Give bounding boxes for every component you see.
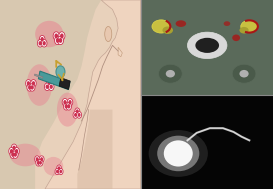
Circle shape: [59, 38, 62, 43]
Circle shape: [31, 80, 36, 87]
Circle shape: [59, 32, 65, 40]
Circle shape: [55, 168, 60, 175]
Ellipse shape: [27, 64, 52, 106]
Circle shape: [57, 36, 64, 45]
Ellipse shape: [239, 27, 249, 34]
Circle shape: [37, 40, 43, 47]
Ellipse shape: [164, 140, 193, 167]
Polygon shape: [77, 110, 112, 189]
Circle shape: [59, 170, 62, 173]
Ellipse shape: [241, 20, 258, 33]
Circle shape: [14, 147, 19, 155]
Circle shape: [66, 103, 72, 110]
Polygon shape: [35, 0, 141, 189]
Ellipse shape: [159, 64, 182, 83]
Circle shape: [56, 38, 60, 43]
Circle shape: [54, 33, 58, 38]
Circle shape: [39, 36, 45, 43]
Circle shape: [57, 165, 61, 171]
Polygon shape: [38, 71, 70, 90]
Circle shape: [11, 152, 14, 157]
Ellipse shape: [232, 64, 256, 83]
Circle shape: [28, 85, 31, 90]
Circle shape: [53, 32, 59, 40]
Circle shape: [67, 104, 70, 108]
Polygon shape: [59, 78, 70, 89]
Circle shape: [73, 112, 78, 118]
Circle shape: [63, 103, 69, 110]
Circle shape: [67, 98, 73, 106]
Ellipse shape: [166, 70, 175, 77]
Circle shape: [37, 161, 40, 165]
Ellipse shape: [157, 136, 199, 171]
Circle shape: [12, 146, 16, 150]
Circle shape: [10, 149, 13, 153]
Circle shape: [14, 152, 17, 157]
Circle shape: [11, 144, 17, 152]
Circle shape: [74, 113, 77, 117]
Circle shape: [29, 84, 35, 91]
Circle shape: [9, 147, 14, 155]
Circle shape: [40, 157, 43, 161]
Ellipse shape: [162, 26, 173, 34]
Ellipse shape: [10, 144, 41, 166]
Circle shape: [35, 156, 40, 163]
Ellipse shape: [188, 32, 227, 59]
Circle shape: [68, 100, 72, 105]
Circle shape: [44, 83, 50, 91]
Circle shape: [27, 81, 30, 86]
Circle shape: [38, 41, 42, 46]
Ellipse shape: [232, 35, 240, 41]
Circle shape: [31, 85, 34, 90]
Ellipse shape: [35, 21, 63, 47]
Circle shape: [48, 81, 51, 85]
Circle shape: [60, 33, 64, 38]
Circle shape: [46, 79, 52, 86]
Ellipse shape: [105, 26, 112, 42]
Circle shape: [50, 84, 53, 89]
Circle shape: [26, 80, 31, 87]
Circle shape: [56, 170, 59, 173]
Circle shape: [76, 109, 79, 113]
Circle shape: [63, 100, 67, 105]
Ellipse shape: [176, 20, 186, 27]
Ellipse shape: [149, 130, 208, 177]
Circle shape: [58, 168, 63, 175]
Circle shape: [13, 151, 18, 158]
Circle shape: [32, 81, 35, 86]
Polygon shape: [34, 74, 43, 78]
Polygon shape: [118, 47, 122, 57]
Circle shape: [10, 151, 16, 158]
Circle shape: [43, 41, 46, 46]
Circle shape: [58, 166, 60, 170]
Circle shape: [15, 149, 18, 153]
Circle shape: [46, 84, 49, 89]
Ellipse shape: [57, 93, 78, 127]
Circle shape: [27, 84, 32, 91]
Circle shape: [38, 160, 43, 166]
Circle shape: [41, 40, 47, 47]
Circle shape: [56, 66, 65, 78]
Polygon shape: [45, 0, 141, 189]
Circle shape: [77, 112, 82, 118]
Circle shape: [39, 156, 44, 163]
Circle shape: [36, 160, 41, 166]
Ellipse shape: [195, 38, 219, 53]
Circle shape: [78, 113, 81, 117]
Ellipse shape: [152, 20, 170, 33]
Circle shape: [39, 161, 42, 165]
Circle shape: [40, 37, 44, 41]
Circle shape: [36, 157, 38, 161]
Circle shape: [55, 36, 61, 45]
Circle shape: [48, 83, 54, 91]
Circle shape: [75, 108, 80, 115]
Circle shape: [65, 104, 68, 108]
Ellipse shape: [224, 21, 230, 26]
Ellipse shape: [239, 70, 249, 77]
Ellipse shape: [44, 157, 63, 176]
Circle shape: [62, 98, 68, 106]
